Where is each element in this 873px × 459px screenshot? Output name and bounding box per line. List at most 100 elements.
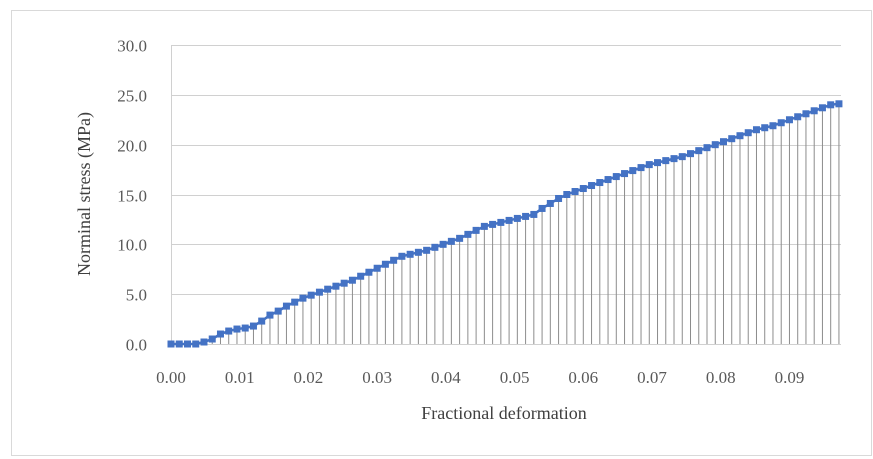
- data-point-marker: [505, 216, 513, 224]
- data-point-marker: [579, 185, 587, 193]
- y-tick-label: 0.0: [126, 336, 147, 355]
- data-point-marker: [167, 340, 175, 348]
- series-line: [171, 102, 840, 346]
- data-point-marker: [192, 340, 200, 348]
- data-point-marker: [183, 340, 191, 348]
- data-point-marker: [497, 218, 505, 226]
- data-point-marker: [299, 294, 307, 302]
- data-point-marker: [307, 291, 315, 299]
- x-tick-label: 0.00: [156, 368, 186, 387]
- data-point-marker: [670, 155, 678, 163]
- data-point-marker: [637, 164, 645, 172]
- x-tick-label: 0.02: [294, 368, 324, 387]
- data-point-marker: [588, 182, 596, 190]
- data-point-marker: [406, 250, 414, 258]
- x-tick-label: 0.08: [706, 368, 736, 387]
- data-point-marker: [208, 335, 216, 343]
- data-point-marker: [249, 322, 257, 330]
- y-tick-label: 15.0: [117, 187, 147, 206]
- data-point-marker: [431, 243, 439, 251]
- data-point-marker: [563, 191, 571, 198]
- data-point-marker: [373, 264, 381, 272]
- data-point-marker: [736, 132, 744, 140]
- x-tick-label: 0.05: [500, 368, 530, 387]
- data-point-marker: [538, 204, 546, 212]
- y-tick-label: 20.0: [117, 137, 147, 156]
- x-tick-label: 0.06: [568, 368, 598, 387]
- data-point-marker: [835, 100, 843, 108]
- data-point-marker: [678, 153, 686, 161]
- data-point-marker: [266, 311, 274, 319]
- series-markers: [167, 100, 843, 348]
- data-point-marker: [744, 129, 752, 137]
- data-point-marker: [381, 260, 389, 268]
- chart-border: [11, 10, 872, 456]
- data-point-marker: [464, 230, 472, 238]
- data-point-marker: [489, 220, 497, 228]
- data-point-marker: [794, 113, 802, 121]
- x-tick-label: 0.07: [637, 368, 667, 387]
- data-point-marker: [719, 138, 727, 146]
- data-point-marker: [810, 107, 818, 115]
- data-point-marker: [802, 110, 810, 118]
- data-point-marker: [324, 285, 332, 293]
- y-axis-title: Norminal stress (MPa): [74, 112, 95, 276]
- data-point-marker: [687, 150, 695, 158]
- data-point-marker: [348, 276, 356, 284]
- data-point-marker: [200, 338, 208, 346]
- data-point-marker: [390, 256, 398, 264]
- x-tick-label: 0.03: [362, 368, 392, 387]
- data-point-marker: [315, 288, 323, 296]
- data-point-marker: [571, 188, 579, 196]
- data-point-marker: [711, 141, 719, 149]
- data-point-marker: [612, 173, 620, 181]
- data-point-marker: [439, 240, 447, 248]
- data-point-marker: [480, 222, 488, 230]
- y-tick-label: 10.0: [117, 236, 147, 255]
- data-point-marker: [703, 144, 711, 152]
- y-tick-label: 25.0: [117, 87, 147, 106]
- x-tick-label: 0.04: [431, 368, 461, 387]
- data-point-marker: [472, 226, 480, 234]
- data-point-marker: [456, 234, 464, 242]
- data-point-marker: [423, 246, 431, 254]
- data-point-marker: [555, 194, 563, 202]
- data-point-marker: [522, 212, 530, 220]
- data-point-marker: [818, 104, 826, 112]
- data-point-marker: [769, 122, 777, 130]
- data-point-marker: [340, 279, 348, 287]
- y-tick-label: 5.0: [126, 286, 147, 305]
- y-axis-tick-labels: 0.0 5.0 10.0 15.0 20.0 25.0 30.0: [117, 37, 147, 355]
- data-point-marker: [241, 324, 249, 332]
- data-point-marker: [398, 252, 406, 260]
- data-point-marker: [274, 307, 282, 315]
- data-point-marker: [365, 268, 373, 276]
- data-point-marker: [654, 159, 662, 167]
- data-point-marker: [332, 282, 340, 290]
- data-point-marker: [357, 272, 365, 280]
- x-tick-label: 0.01: [225, 368, 255, 387]
- data-point-marker: [695, 147, 703, 155]
- data-point-marker: [662, 157, 670, 165]
- data-point-marker: [596, 179, 604, 187]
- data-point-marker: [827, 101, 835, 109]
- data-point-marker: [175, 340, 183, 348]
- x-axis-title: Fractional deformation: [421, 403, 586, 423]
- data-point-marker: [216, 330, 224, 338]
- y-tick-label: 30.0: [117, 37, 147, 56]
- data-point-marker: [761, 124, 769, 132]
- data-point-marker: [291, 298, 299, 306]
- data-point-marker: [629, 167, 637, 175]
- x-axis-tick-labels: 0.00 0.01 0.02 0.03 0.04 0.05 0.06 0.07 0.08 0.09: [156, 368, 804, 387]
- drop-lines: [203, 103, 840, 344]
- data-point-marker: [233, 325, 241, 333]
- data-point-marker: [785, 116, 793, 124]
- data-point-marker: [225, 327, 233, 335]
- data-point-marker: [447, 237, 455, 245]
- data-point-marker: [728, 135, 736, 143]
- data-point-marker: [258, 317, 266, 325]
- data-point-marker: [414, 248, 422, 256]
- data-point-marker: [777, 119, 785, 127]
- x-tick-label: 0.09: [775, 368, 805, 387]
